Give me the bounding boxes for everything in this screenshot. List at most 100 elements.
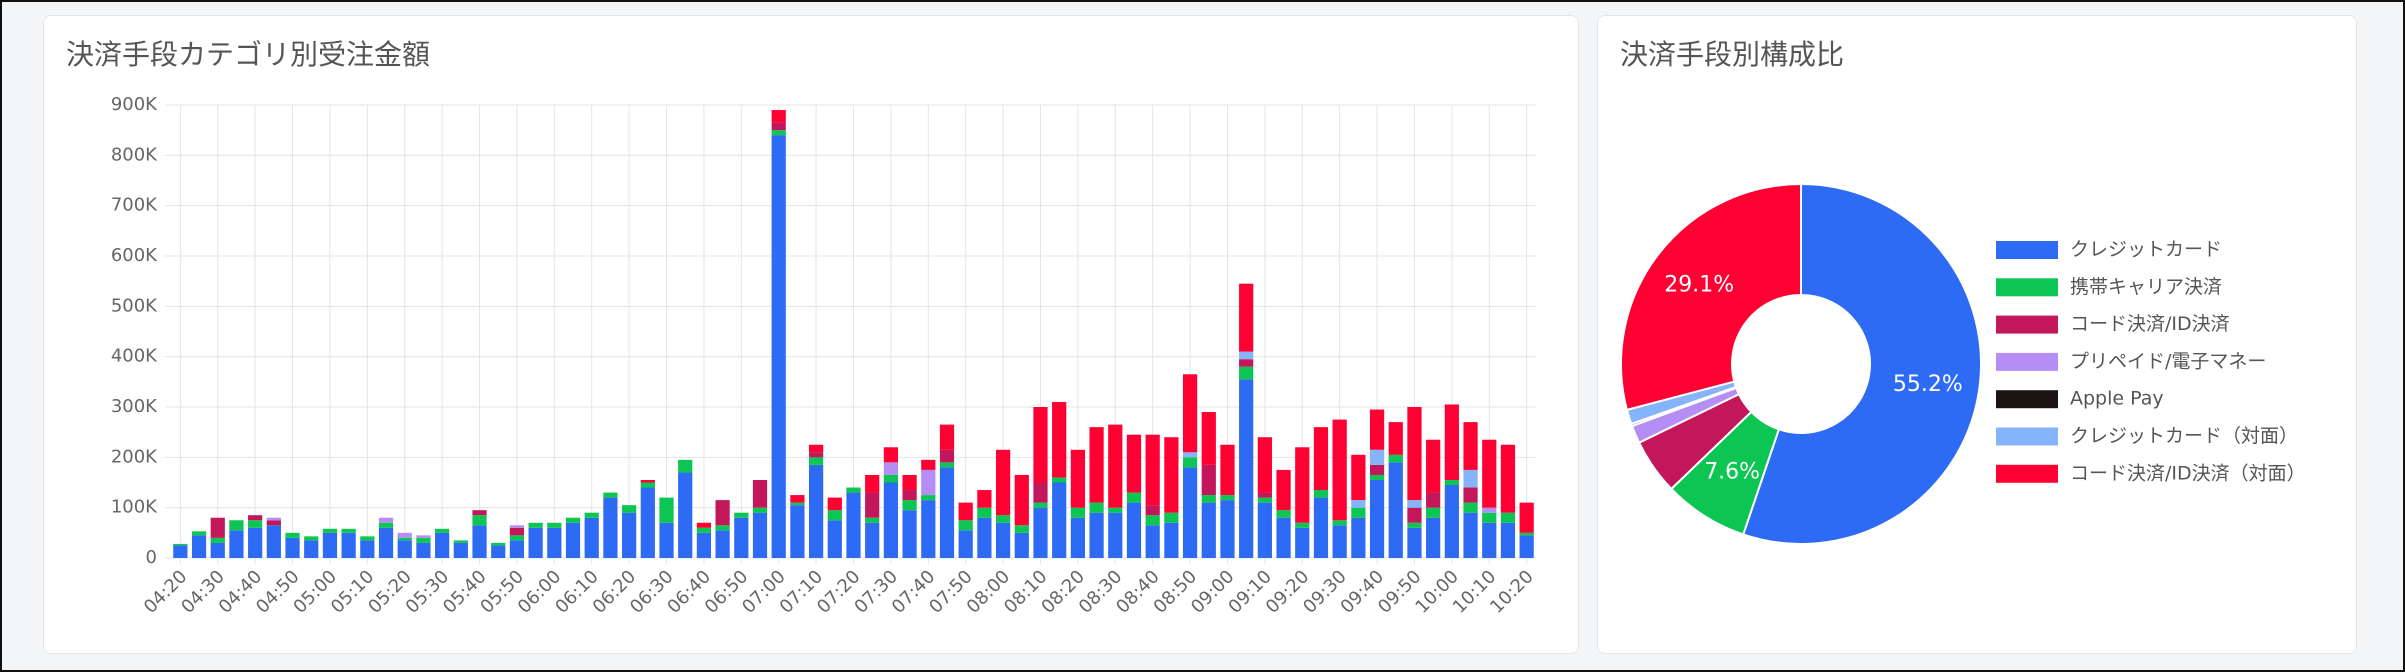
bar-segment — [865, 522, 880, 558]
bar-segment — [715, 530, 730, 558]
bar-segment — [173, 543, 188, 546]
legend-label: コード決済/ID決済 — [2070, 313, 2230, 335]
bar-segment — [1126, 434, 1142, 493]
bar-segment — [248, 520, 263, 528]
bar-segment — [622, 505, 637, 513]
bar-segment — [1463, 502, 1478, 513]
bar-segment — [1482, 507, 1497, 513]
bar-segment — [1482, 512, 1497, 523]
bar-segment — [1182, 374, 1198, 453]
bar-segment — [1089, 502, 1104, 513]
bar-segment — [902, 490, 917, 501]
bar-segment — [378, 517, 394, 523]
bar-segment — [902, 474, 917, 491]
bar-segment — [1220, 495, 1235, 501]
bar-segment — [1145, 515, 1160, 526]
bar-segment — [1388, 454, 1403, 463]
bar-segment — [696, 522, 712, 528]
bar-segment — [1070, 507, 1085, 518]
legend-label: プリペイド/電子マネー — [2070, 350, 2266, 372]
bar-segment — [771, 135, 786, 558]
bar-segment — [846, 487, 861, 493]
bar-segment — [995, 522, 1011, 558]
bar-segment — [1332, 520, 1347, 526]
slice-label: 29.1% — [1664, 273, 1734, 298]
chart-title: 決済手段カテゴリ別受注金額 — [66, 38, 430, 71]
bar-segment — [808, 452, 824, 458]
legend-swatch — [1996, 352, 2058, 371]
bar-segment — [248, 527, 263, 558]
bar-segment — [1463, 487, 1478, 503]
bar-segment — [304, 536, 319, 541]
bar-segment — [1182, 457, 1198, 468]
bar-segment — [1426, 492, 1441, 508]
bar-segment — [472, 525, 487, 558]
bar-segment — [1332, 525, 1347, 558]
bar-segment — [509, 527, 525, 536]
bar-segment — [1033, 482, 1048, 503]
bar-segment — [1426, 439, 1441, 493]
y-tick-label: 900K — [111, 94, 158, 115]
bar-segment — [1052, 401, 1067, 478]
bar-segment — [509, 525, 525, 528]
bar-segment — [1369, 474, 1385, 480]
bar-segment — [360, 540, 375, 558]
bar-segment — [1295, 527, 1310, 558]
bar-segment — [1145, 525, 1160, 558]
y-tick-label: 500K — [111, 295, 158, 316]
bar-segment — [921, 495, 936, 501]
bar-segment — [1257, 502, 1272, 558]
bar-segment — [1332, 419, 1347, 521]
bar-segment — [715, 500, 730, 526]
bar-segment — [1407, 527, 1422, 558]
bar-segment — [1070, 517, 1085, 558]
legend-swatch — [1996, 315, 2058, 334]
bar-segment — [808, 444, 824, 453]
bar-segment — [1519, 535, 1534, 558]
bar-segment — [1257, 437, 1272, 493]
bar-segment — [1145, 434, 1160, 506]
bar-segment — [1239, 379, 1254, 558]
bar-segment — [1164, 437, 1179, 513]
bar-segment — [1351, 507, 1366, 518]
bar-segment — [883, 447, 899, 463]
bar-segment — [846, 492, 861, 558]
bar-segment — [752, 512, 768, 558]
bar-segment — [902, 510, 917, 558]
bar-segment — [1351, 517, 1366, 558]
bar-segment — [1426, 507, 1441, 518]
bar-segment — [360, 536, 375, 541]
bar-segment — [1407, 500, 1422, 508]
bar-segment — [1295, 447, 1310, 523]
bar-segment — [229, 530, 244, 558]
bar-segment — [678, 472, 693, 558]
bar-segment — [640, 487, 655, 558]
x-tick-label: 10:20 — [1486, 566, 1538, 618]
bar-segment — [1369, 479, 1385, 558]
legend-swatch — [1996, 427, 2058, 446]
legend-label: Apple Pay — [2070, 388, 2164, 410]
bar-segment — [509, 535, 525, 541]
bar-segment — [883, 474, 899, 483]
bar-segment — [285, 537, 300, 558]
bar-segment — [1126, 502, 1142, 558]
bar-segment — [771, 130, 786, 136]
bar-segment — [622, 512, 637, 558]
bar-segment — [1369, 409, 1385, 450]
bar-segment — [378, 522, 394, 528]
bar-segment — [1201, 502, 1216, 558]
bar-segment — [1052, 477, 1067, 483]
bar-segment — [1145, 505, 1160, 516]
legend-swatch — [1996, 278, 2058, 297]
y-tick-label: 600K — [111, 245, 158, 266]
bar-segment — [210, 537, 225, 543]
y-tick-label: 700K — [111, 195, 158, 216]
bar-segment — [977, 507, 992, 518]
bar-segment — [1108, 507, 1123, 513]
bar-segment — [939, 467, 955, 558]
bar-segment — [827, 497, 842, 511]
bar-segment — [1220, 444, 1235, 496]
bar-segment — [921, 469, 936, 496]
bar-segment — [1407, 507, 1422, 523]
